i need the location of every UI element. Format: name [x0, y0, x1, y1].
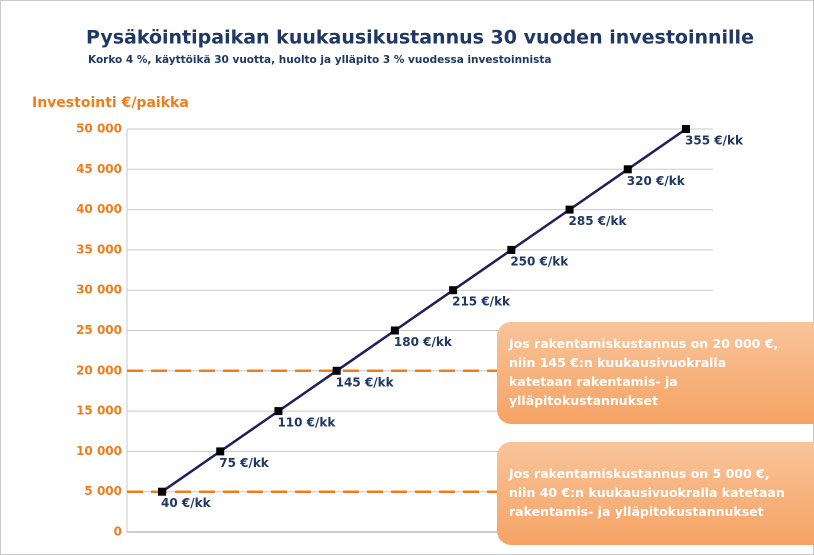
value-label: 40 €/kk — [161, 496, 212, 510]
annotation-text: niin 145 €:n kuukausivuokralla — [509, 355, 726, 370]
point — [390, 326, 399, 335]
chart-title: Pysäköintipaikan kuukausikustannus 30 vu… — [86, 27, 754, 49]
y-axis-label: Investointi €/paikka — [32, 95, 189, 111]
annotation-text: niin 40 €:n kuukausivuokralla katetaan — [509, 485, 785, 500]
point — [682, 125, 690, 133]
annotation-text: ylläpitokustannukset — [509, 393, 658, 408]
value-label: 285 €/kk — [569, 214, 628, 228]
y-tick-label: 40 000 — [76, 202, 122, 216]
point — [332, 366, 341, 375]
y-tick-label: 0 — [114, 525, 122, 539]
y-tick-label: 10 000 — [76, 444, 122, 458]
y-tick-label: 5 000 — [84, 484, 122, 498]
y-tick-label: 35 000 — [76, 242, 122, 256]
y-tick-label: 50 000 — [76, 122, 122, 136]
annotation-text: rakentamis- ja ylläpitokustannukset — [509, 504, 764, 519]
annotation-box — [497, 322, 814, 424]
point — [449, 286, 458, 295]
y-tick-label: 25 000 — [76, 323, 122, 337]
value-label: 250 €/kk — [510, 254, 569, 268]
annotation-text: Jos rakentamiskustannus on 5 000 €, — [508, 466, 769, 481]
series-line — [161, 127, 687, 493]
point — [623, 165, 632, 174]
annotation-text: Jos rakentamiskustannus on 20 000 €, — [508, 336, 778, 351]
y-tick-label: 45 000 — [76, 162, 122, 176]
value-label: 145 €/kk — [336, 375, 395, 389]
y-tick-label: 30 000 — [76, 283, 122, 297]
point — [216, 447, 225, 456]
value-label: 355 €/kk — [685, 134, 744, 148]
point — [507, 245, 516, 254]
value-label: 320 €/kk — [627, 174, 686, 188]
point — [274, 407, 283, 416]
value-label: 75 €/kk — [219, 456, 270, 470]
value-label: 110 €/kk — [277, 416, 336, 430]
value-label: 180 €/kk — [394, 335, 453, 349]
point — [158, 487, 166, 496]
subtitle: Korko 4 %, käyttöikä 30 vuotta, huolto j… — [88, 54, 551, 66]
y-tick-label: 15 000 — [76, 404, 122, 418]
point — [565, 205, 574, 214]
value-label: 215 €/kk — [452, 295, 511, 309]
annotation-text: katetaan rakentamis- ja — [509, 374, 678, 389]
annotation-box — [497, 442, 814, 545]
y-tick-label: 20 000 — [76, 363, 122, 377]
